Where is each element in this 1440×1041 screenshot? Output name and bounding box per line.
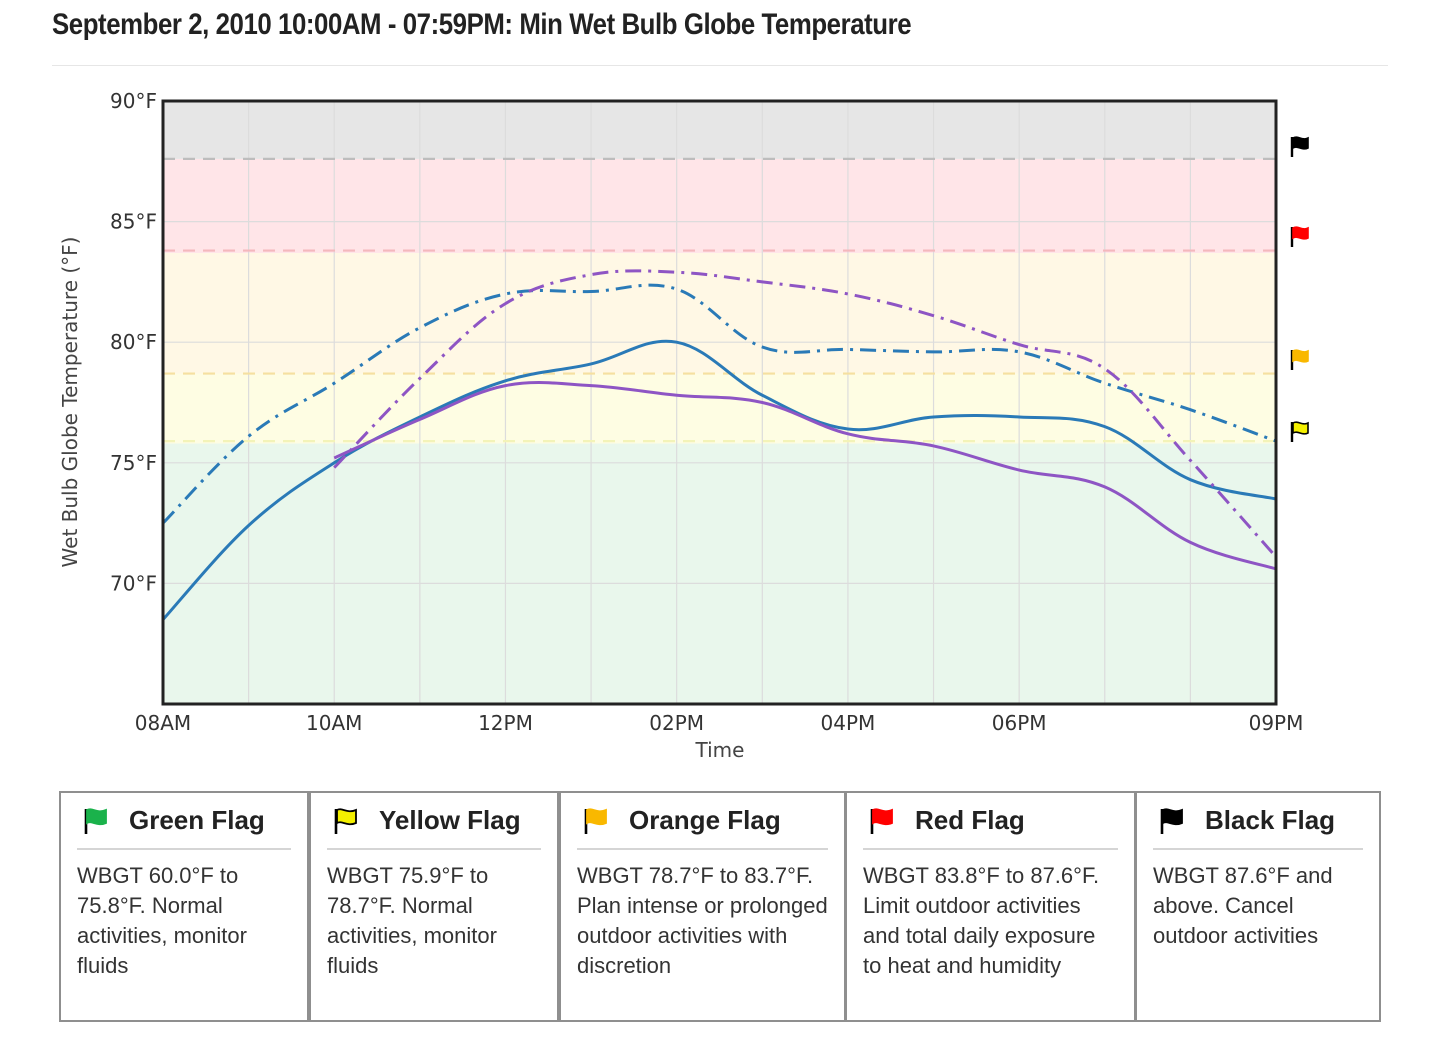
legend-card-header: Yellow Flag — [327, 793, 541, 850]
legend-flag-description: WBGT 83.8°F to 87.6°F. Limit outdoor act… — [863, 863, 1100, 978]
legend-card-yellow: Yellow Flag WBGT 75.9°F to 78.7°F. Normal… — [309, 791, 559, 1022]
page-title: September 2, 2010 10:00AM - 07:59PM: Min… — [52, 8, 912, 41]
legend-flag-description: WBGT 87.6°F and above. Cancel outdoor ac… — [1153, 863, 1333, 948]
x-tick-label: 02PM — [649, 711, 704, 735]
orange-flag-icon — [584, 807, 607, 834]
black-flag-icon — [1160, 807, 1183, 834]
legend-flag-description: WBGT 60.0°F to 75.8°F. Normal activities… — [77, 863, 247, 978]
plot-frame — [161, 99, 1278, 706]
x-axis-ticks: 08AM 10AM 12PM 02PM 04PM 06PM 09PM — [135, 711, 1304, 735]
y-tick-label: 70°F — [110, 571, 157, 595]
yellow-flag-icon — [1290, 421, 1309, 442]
legend-flag-description: WBGT 78.7°F to 83.7°F. Plan intense or p… — [577, 863, 828, 978]
x-tick-label: 04PM — [821, 711, 876, 735]
chart-series — [161, 269, 1278, 621]
legend-card-header: Green Flag — [77, 793, 291, 850]
red-flag-icon — [1290, 226, 1309, 247]
threshold-flags — [1290, 136, 1309, 442]
legend-flag-name: Black Flag — [1205, 805, 1336, 835]
y-axis-ticks: 70°F 75°F 80°F 85°F 90°F — [110, 89, 157, 595]
legend-card-orange: Orange Flag WBGT 78.7°F to 83.7°F. Plan i… — [559, 791, 846, 1022]
legend-card-header: Black Flag — [1153, 793, 1363, 850]
y-tick-label: 75°F — [110, 451, 157, 475]
y-tick-label: 90°F — [110, 89, 157, 113]
legend-card-red: Red Flag WBGT 83.8°F to 87.6°F. Limit out… — [845, 791, 1136, 1022]
legend-card-green: Green Flag WBGT 60.0°F to 75.8°F. Normal … — [59, 791, 309, 1022]
band-red — [163, 158, 1276, 253]
orange-flag-icon — [1290, 349, 1309, 370]
x-tick-label: 09PM — [1249, 711, 1304, 735]
series-line-3 — [333, 380, 1277, 571]
series-line-1 — [161, 339, 1277, 621]
chart-grid — [163, 100, 1276, 704]
legend-card-black: Black Flag WBGT 87.6°F and above. Cancel … — [1135, 791, 1381, 1022]
x-tick-label: 08AM — [135, 711, 191, 735]
band-green — [163, 443, 1276, 704]
legend-card-header: Orange Flag — [577, 793, 828, 850]
x-tick-label: 10AM — [306, 711, 362, 735]
green-flag-icon — [84, 807, 107, 834]
band-black — [163, 101, 1276, 159]
y-tick-label: 80°F — [110, 330, 157, 354]
title-divider — [52, 65, 1388, 66]
black-flag-icon — [1290, 136, 1309, 157]
legend-flag-name: Orange Flag — [629, 805, 781, 835]
series-line-4 — [333, 269, 1278, 558]
x-tick-label: 06PM — [992, 711, 1047, 735]
legend-flag-name: Yellow Flag — [379, 805, 521, 835]
series-line-2 — [161, 283, 1277, 525]
legend-flag-name: Green Flag — [129, 805, 265, 835]
band-yellow — [163, 373, 1276, 444]
yellow-flag-icon — [334, 807, 357, 834]
x-axis-label: Time — [695, 738, 745, 762]
legend-flag-description: WBGT 75.9°F to 78.7°F. Normal activities… — [327, 863, 497, 978]
legend-card-header: Red Flag — [863, 793, 1118, 850]
y-axis-label: Wet Bulb Globe Temperature (°F) — [58, 237, 82, 568]
legend-flag-name: Red Flag — [915, 805, 1025, 835]
red-flag-icon — [870, 807, 893, 834]
x-tick-label: 12PM — [478, 711, 533, 735]
band-orange — [163, 252, 1276, 374]
wbgt-line-chart: 70°F 75°F 80°F 85°F 90°F 08AM 10AM 12PM 02PM 04P… — [58, 89, 1309, 762]
flag-bands — [163, 101, 1276, 704]
y-tick-label: 85°F — [110, 210, 157, 234]
